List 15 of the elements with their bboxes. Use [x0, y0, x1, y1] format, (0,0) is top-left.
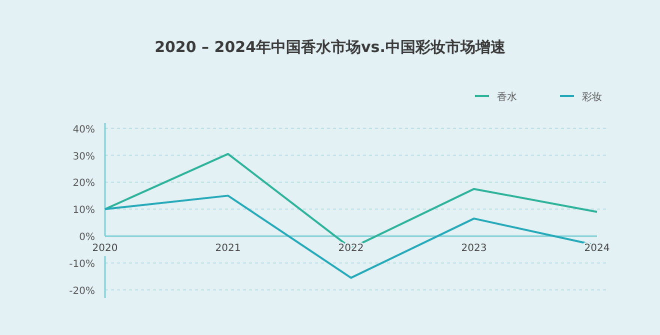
x-tick-label: 2021: [215, 243, 241, 254]
y-tick-label: 30%: [72, 151, 95, 162]
y-tick-label: -10%: [69, 259, 95, 270]
x-tick-label: 2020: [92, 243, 118, 254]
x-tick-label: 2024: [584, 243, 610, 254]
y-tick-label: 0%: [79, 232, 95, 244]
legend-label: 彩妆: [582, 91, 602, 103]
y-tick-label: -20%: [69, 286, 95, 297]
y-tick-label: 10%: [72, 205, 95, 216]
x-tick-label: 2022: [338, 243, 364, 254]
legend-label: 香水: [497, 91, 517, 103]
chart-title: 2020 – 2024年中国香水市场vs.中国彩妆市场增速: [154, 38, 506, 56]
y-tick-label: 20%: [72, 178, 95, 190]
x-tick-label: 2023: [461, 243, 487, 254]
y-tick-label: 40%: [72, 124, 95, 136]
